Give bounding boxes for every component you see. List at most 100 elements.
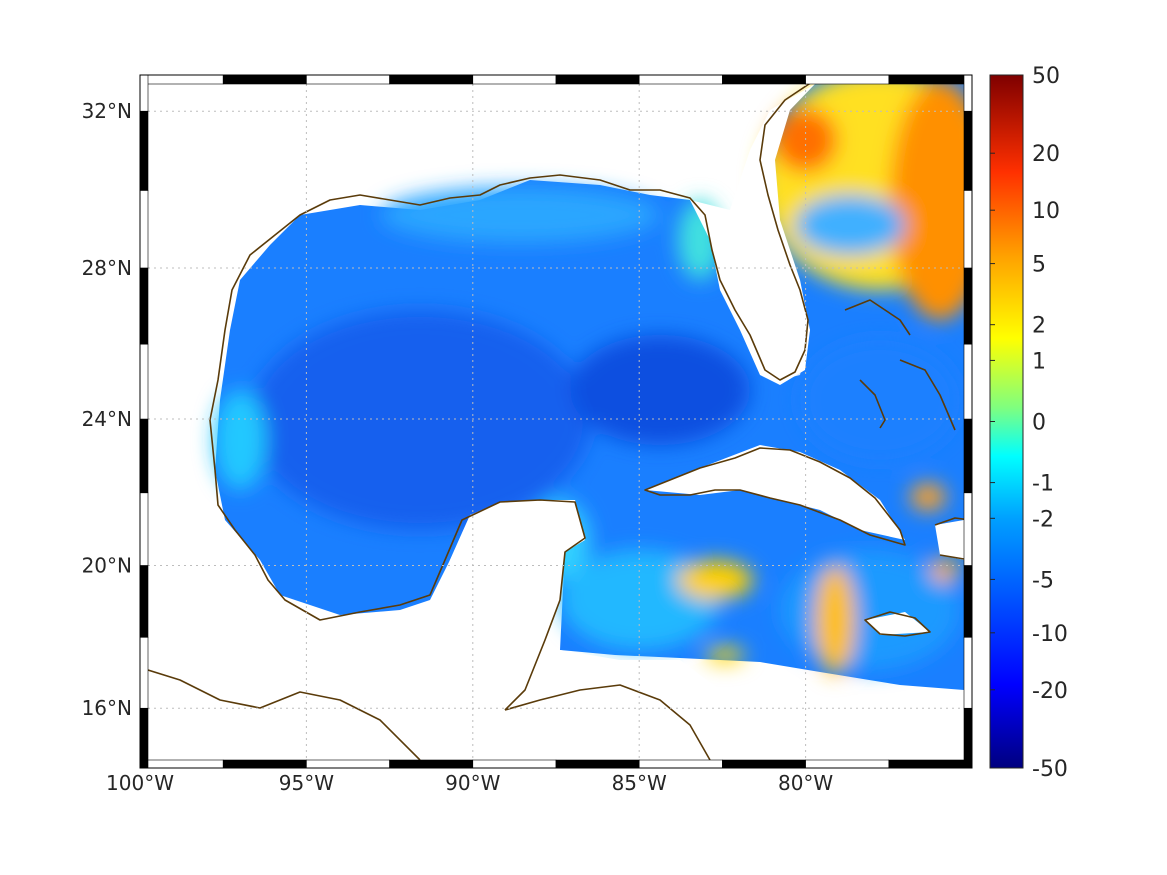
central-america bbox=[148, 670, 460, 760]
hispaniola-coastline bbox=[934, 517, 964, 560]
frame-segment-left bbox=[139, 565, 149, 638]
frame-segment-right bbox=[963, 707, 973, 769]
cuba-coastline bbox=[644, 447, 906, 546]
y-tick-label: 20°N bbox=[82, 553, 132, 577]
frame-segment-bottom bbox=[805, 759, 890, 769]
axis-tick-labels: 100°W 95°W 90°W 85°W 80°W 16°N 20°N 24°N 28°N 32°… bbox=[82, 99, 834, 795]
frame-segment-top bbox=[722, 74, 806, 85]
western-shelf bbox=[214, 390, 266, 490]
frame-segment-right bbox=[963, 267, 973, 345]
frame-segment-right bbox=[963, 565, 973, 638]
florida-peninsula bbox=[690, 84, 815, 385]
hispaniola bbox=[935, 520, 964, 560]
cuba bbox=[645, 445, 905, 540]
jamaica bbox=[865, 612, 930, 635]
y-tick-label: 16°N bbox=[82, 696, 132, 720]
jamaica-coastline bbox=[864, 611, 931, 637]
colorbar-tick-label: 0 bbox=[1032, 411, 1046, 436]
colorbar-tick-label: -50 bbox=[1032, 757, 1068, 782]
frame-segment-top bbox=[888, 74, 973, 85]
frame-segment-top bbox=[139, 74, 224, 85]
colorbar-body bbox=[989, 74, 1024, 769]
frame-segment-right bbox=[963, 74, 973, 112]
frame-outline bbox=[139, 74, 973, 769]
gulf-deep-core bbox=[250, 310, 590, 530]
frame-segment-left bbox=[139, 343, 149, 420]
yucatan-peninsula bbox=[430, 500, 585, 700]
colorbar-tick-label: 50 bbox=[1032, 64, 1060, 89]
frame-segment-top bbox=[555, 74, 640, 85]
frame-segment-bottom bbox=[222, 759, 307, 769]
colorbar-tick-label: -20 bbox=[1032, 679, 1068, 704]
mexico-gulf-coastline bbox=[214, 469, 586, 711]
frame-segment-right bbox=[963, 343, 973, 420]
colorbar-tick-label: 20 bbox=[1032, 142, 1060, 167]
gridlines bbox=[148, 84, 964, 760]
colorbar-tick-label: 10 bbox=[1032, 199, 1060, 224]
x-tick-label: 95°W bbox=[279, 771, 334, 795]
frame-segment-top bbox=[306, 74, 390, 85]
honduras-coastline bbox=[504, 684, 711, 760]
frame-segment-right bbox=[963, 190, 973, 269]
frame-segment-left bbox=[139, 110, 149, 191]
data-field bbox=[214, 84, 964, 690]
coastlines bbox=[148, 84, 964, 760]
frame-segment-bottom bbox=[139, 759, 224, 769]
map-frame bbox=[139, 74, 973, 769]
x-tick-label: 80°W bbox=[778, 771, 833, 795]
caribbean-warm-5 bbox=[705, 647, 745, 663]
frame-segment-top bbox=[805, 74, 890, 85]
frame-segment-left bbox=[139, 190, 149, 269]
y-tick-label: 28°N bbox=[82, 256, 132, 280]
caribbean-warm-1 bbox=[677, 560, 753, 600]
y-tick-label: 32°N bbox=[82, 99, 132, 123]
frame-segment-bottom bbox=[555, 759, 640, 769]
atlantic-hot-1 bbox=[773, 108, 837, 172]
frame-segment-left bbox=[139, 267, 149, 345]
frame-segment-right bbox=[963, 110, 973, 191]
frame-segment-top bbox=[389, 74, 474, 85]
y-tick-label: 24°N bbox=[82, 407, 132, 431]
frame-segment-left bbox=[139, 418, 149, 494]
colorbar-tick-label: 5 bbox=[1032, 253, 1046, 278]
loop-current-core bbox=[570, 335, 750, 445]
bahamas-coastline bbox=[844, 299, 956, 431]
atlantic-hot-2 bbox=[890, 84, 964, 320]
frame-segment-bottom bbox=[888, 759, 973, 769]
central-america-coastline bbox=[148, 669, 421, 760]
frame-segment-top bbox=[222, 74, 307, 85]
us-gulf-coastline bbox=[209, 84, 811, 471]
frame-segment-right bbox=[963, 492, 973, 566]
frame-segment-left bbox=[139, 492, 149, 566]
frame-segment-bottom bbox=[638, 759, 723, 769]
frame-segment-left bbox=[139, 74, 149, 112]
bahamas-field bbox=[800, 340, 960, 460]
colorbar-tick-label: -1 bbox=[1032, 472, 1054, 497]
land-masks bbox=[148, 84, 964, 760]
frame-segment-right bbox=[963, 636, 973, 709]
atlantic-cool-eddy bbox=[795, 195, 905, 255]
honduras-coast bbox=[490, 650, 760, 760]
colorbar-tick-label: 1 bbox=[1032, 349, 1046, 374]
frame-segment-top bbox=[638, 74, 723, 85]
northern-shelf bbox=[380, 187, 660, 243]
x-tick-label: 85°W bbox=[612, 771, 667, 795]
colorbar-tick-label: 2 bbox=[1032, 314, 1046, 339]
x-tick-label: 90°W bbox=[445, 771, 500, 795]
frame-segment-left bbox=[139, 636, 149, 709]
x-tick-label: 100°W bbox=[106, 771, 174, 795]
frame-segment-bottom bbox=[472, 759, 557, 769]
colorbar-tick-label: -2 bbox=[1032, 507, 1054, 532]
caribbean-warm-2 bbox=[815, 565, 855, 675]
frame-segment-left bbox=[139, 707, 149, 769]
colorbar-tick-label: -5 bbox=[1032, 568, 1054, 593]
caribbean-warm-4 bbox=[931, 558, 959, 582]
frame-segment-right bbox=[963, 418, 973, 494]
frame-segment-bottom bbox=[306, 759, 390, 769]
colorbar-tick-label: -10 bbox=[1032, 622, 1068, 647]
frame-segment-bottom bbox=[722, 759, 806, 769]
caribbean-warm-3 bbox=[910, 483, 946, 511]
